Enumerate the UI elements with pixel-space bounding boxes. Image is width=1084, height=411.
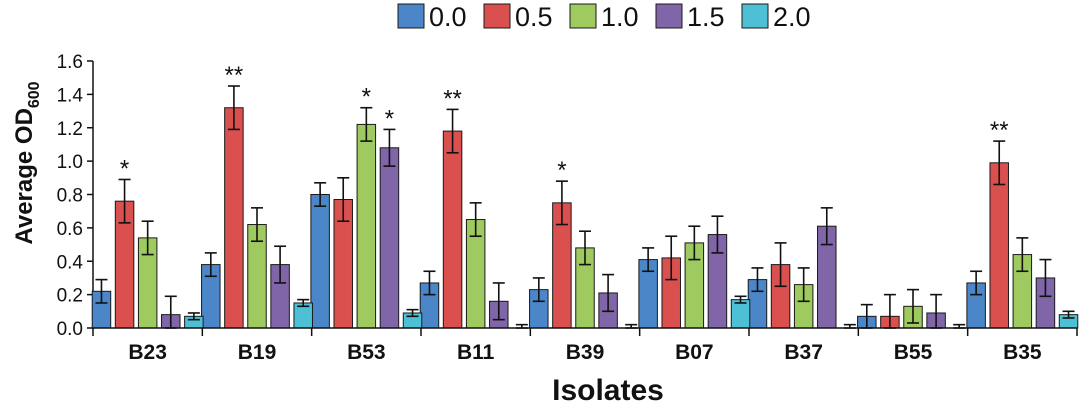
- x-tick-label: B55: [894, 341, 933, 364]
- legend-label: 0.5: [515, 2, 553, 32]
- x-tick-label: B53: [347, 341, 386, 364]
- y-axis: 0.0 0.2 0.4 0.6 0.8 1.0 1.2 1.4 1.6: [57, 52, 94, 340]
- significance-marker: *: [557, 157, 566, 184]
- significance-marker: *: [362, 84, 371, 111]
- y-tick-label: 1.0: [57, 152, 83, 173]
- legend-swatch: [397, 3, 425, 29]
- y-tick-label: 1.4: [57, 85, 84, 106]
- legend: 0.0 0.5 1.0 1.5 2.0: [397, 2, 811, 32]
- x-tick-label: B35: [1003, 341, 1042, 364]
- x-tick-label: B19: [238, 341, 277, 364]
- legend-swatch: [483, 3, 511, 29]
- x-tick-label: B39: [566, 341, 605, 364]
- legend-swatch: [569, 3, 597, 29]
- y-tick-label: 0.4: [57, 252, 84, 273]
- bar: [379, 147, 400, 329]
- bar: [224, 107, 244, 329]
- y-tick-label: 0.8: [57, 186, 83, 207]
- x-axis: B23 B19 B53 B11 B39 B07 B37 B55 B35: [92, 327, 1078, 364]
- y-axis-title-subscript: 600: [26, 81, 43, 108]
- significance-marker: *: [120, 155, 129, 182]
- y-tick-label: 1.2: [57, 119, 83, 140]
- x-tick-label: B07: [675, 341, 714, 364]
- y-tick-label: 0.0: [57, 319, 83, 340]
- significance-marker: **: [443, 85, 462, 112]
- bars: **********: [91, 62, 1079, 329]
- y-axis-title-main: Average OD: [11, 108, 38, 245]
- significance-marker: *: [385, 105, 394, 132]
- significance-marker: **: [990, 117, 1009, 144]
- bar: [989, 162, 1009, 329]
- legend-label: 0.0: [429, 2, 467, 32]
- legend-label: 1.5: [687, 2, 725, 32]
- y-tick-label: 0.6: [57, 219, 83, 240]
- y-tick-label: 0.2: [57, 286, 83, 307]
- legend-label: 1.0: [601, 2, 639, 32]
- x-axis-title: Isolates: [552, 374, 664, 407]
- bar: [442, 130, 463, 329]
- x-tick-label: B37: [784, 341, 823, 364]
- y-axis-title: Average OD600: [11, 81, 43, 244]
- x-tick-label: B11: [457, 341, 495, 364]
- legend-swatch: [655, 3, 683, 29]
- significance-marker: **: [225, 62, 244, 89]
- bar: [730, 299, 751, 329]
- legend-swatch: [741, 3, 769, 29]
- bar: [310, 194, 330, 329]
- y-tick-label: 1.6: [57, 52, 83, 73]
- bar: [356, 123, 377, 329]
- x-tick-label: B23: [128, 341, 167, 364]
- legend-label: 2.0: [773, 2, 811, 32]
